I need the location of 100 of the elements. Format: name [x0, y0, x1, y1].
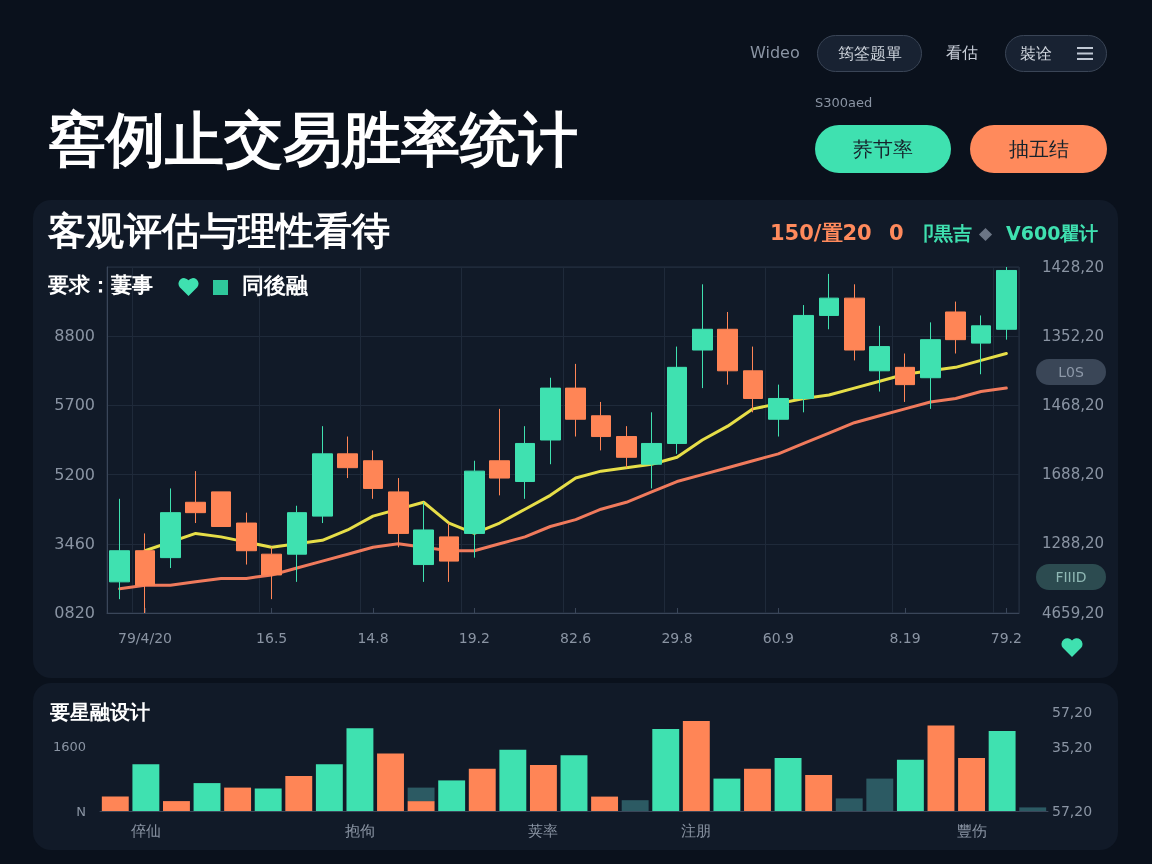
- annotation: 同後融: [242, 273, 308, 298]
- bar: [193, 783, 221, 811]
- bar: [805, 775, 833, 811]
- candlestick: [565, 363, 586, 438]
- text: 57,20: [1052, 704, 1093, 720]
- candlestick: [945, 301, 966, 354]
- bar: [591, 796, 619, 811]
- bar: [958, 757, 985, 811]
- text: N: [75, 803, 86, 819]
- text: 150/置20: [770, 221, 872, 245]
- chart-title: 要星融设计: [50, 700, 150, 724]
- text: 0820: [53, 603, 95, 622]
- x-tick-label: 82.6: [560, 630, 592, 646]
- candlestick: [692, 283, 713, 389]
- candlestick: [743, 346, 763, 413]
- x-tick-label: 荚率: [528, 821, 559, 840]
- candlestick: [717, 311, 738, 386]
- bar: [529, 765, 557, 811]
- text: 1468,20: [1042, 395, 1105, 414]
- text: 1288,20: [1042, 534, 1105, 553]
- text: 5700: [53, 395, 95, 415]
- candlestick: [591, 401, 611, 451]
- text: V600瞿计: [1006, 222, 1099, 244]
- text: 0: [889, 221, 904, 245]
- bar: [560, 755, 588, 811]
- button[interactable]: 裝诠: [1005, 35, 1107, 72]
- text: 卩黒吉: [915, 222, 972, 244]
- x-tick-label: 19.2: [458, 630, 490, 646]
- candlestick: [287, 505, 307, 583]
- x-tick-label: 79.2: [990, 630, 1022, 646]
- candlestick: [211, 491, 231, 527]
- text: FIIID: [1036, 564, 1106, 590]
- candlestick: [312, 425, 333, 524]
- bar: [774, 757, 802, 811]
- text: L0S: [1036, 359, 1106, 385]
- bar: [468, 768, 496, 811]
- bar: [713, 778, 741, 811]
- bar: [285, 775, 313, 811]
- x-tick-label: 抱佝: [344, 821, 375, 840]
- candlestick: [869, 325, 890, 393]
- x-tick-label: 豐伤: [956, 821, 987, 840]
- candlestick: [819, 273, 839, 330]
- bar: [315, 764, 343, 811]
- bar: [407, 787, 435, 802]
- text: 35,20: [1052, 738, 1093, 755]
- text: 4659,20: [1042, 603, 1105, 622]
- candlestick: [413, 501, 434, 583]
- bar: [346, 728, 374, 811]
- text: 1428,20: [1042, 257, 1105, 276]
- text: 看估: [946, 43, 978, 62]
- bar: [988, 730, 1016, 811]
- candlestick: [464, 460, 485, 559]
- bar: [254, 788, 282, 811]
- candlestick: [844, 283, 865, 361]
- candlestick: [109, 498, 130, 600]
- bar: [438, 780, 466, 811]
- candlestick: [236, 512, 257, 566]
- x-tick-label: 29.8: [661, 630, 693, 646]
- text: 1600: [51, 739, 86, 755]
- x-tick-label: 8.19: [889, 630, 921, 646]
- bar: [101, 796, 129, 811]
- bar: [132, 764, 160, 811]
- candlestick: [768, 384, 789, 438]
- x-tick-label: 60.9: [762, 630, 794, 646]
- bar: [652, 729, 680, 811]
- candlestick: [160, 487, 181, 569]
- text: 1352,20: [1042, 326, 1105, 345]
- bar: [682, 721, 710, 811]
- candlestick: [515, 425, 535, 500]
- bar: [927, 725, 955, 811]
- bar: [163, 801, 190, 811]
- text: 57,20: [1052, 803, 1093, 819]
- candlestick: [895, 353, 915, 403]
- bar: [744, 768, 771, 811]
- candlestick: [641, 411, 662, 489]
- candlestick: [388, 477, 409, 548]
- text: S300aed: [815, 95, 873, 110]
- bar: [224, 787, 252, 811]
- chart-title: 窖例止交易胜率统计: [47, 105, 578, 174]
- candlestick: [920, 321, 941, 410]
- candlestick: [540, 377, 561, 465]
- button[interactable]: 荞节率: [815, 125, 951, 173]
- text: Wideo: [750, 43, 800, 62]
- candlestick: [363, 449, 383, 500]
- chart-subtitle: 客观评估与理性看待: [48, 209, 390, 253]
- candlestick: [996, 266, 1017, 341]
- text: 5200: [53, 464, 95, 484]
- x-tick-label: 16.5: [256, 630, 288, 646]
- candlestick: [337, 436, 358, 479]
- x-tick-label: 14.8: [357, 630, 389, 646]
- button[interactable]: 抽五结: [970, 125, 1107, 173]
- candlestick: [489, 408, 510, 496]
- x-tick-label: 倅仙: [130, 821, 161, 840]
- bar: [377, 753, 404, 811]
- text: 8800: [53, 326, 95, 346]
- annotation: 要求：萋事: [48, 273, 153, 297]
- candlestick: [616, 425, 637, 469]
- x-tick-label: 79/4/20: [118, 630, 172, 646]
- bar: [896, 759, 924, 811]
- button[interactable]: 筠筌题單: [817, 35, 922, 72]
